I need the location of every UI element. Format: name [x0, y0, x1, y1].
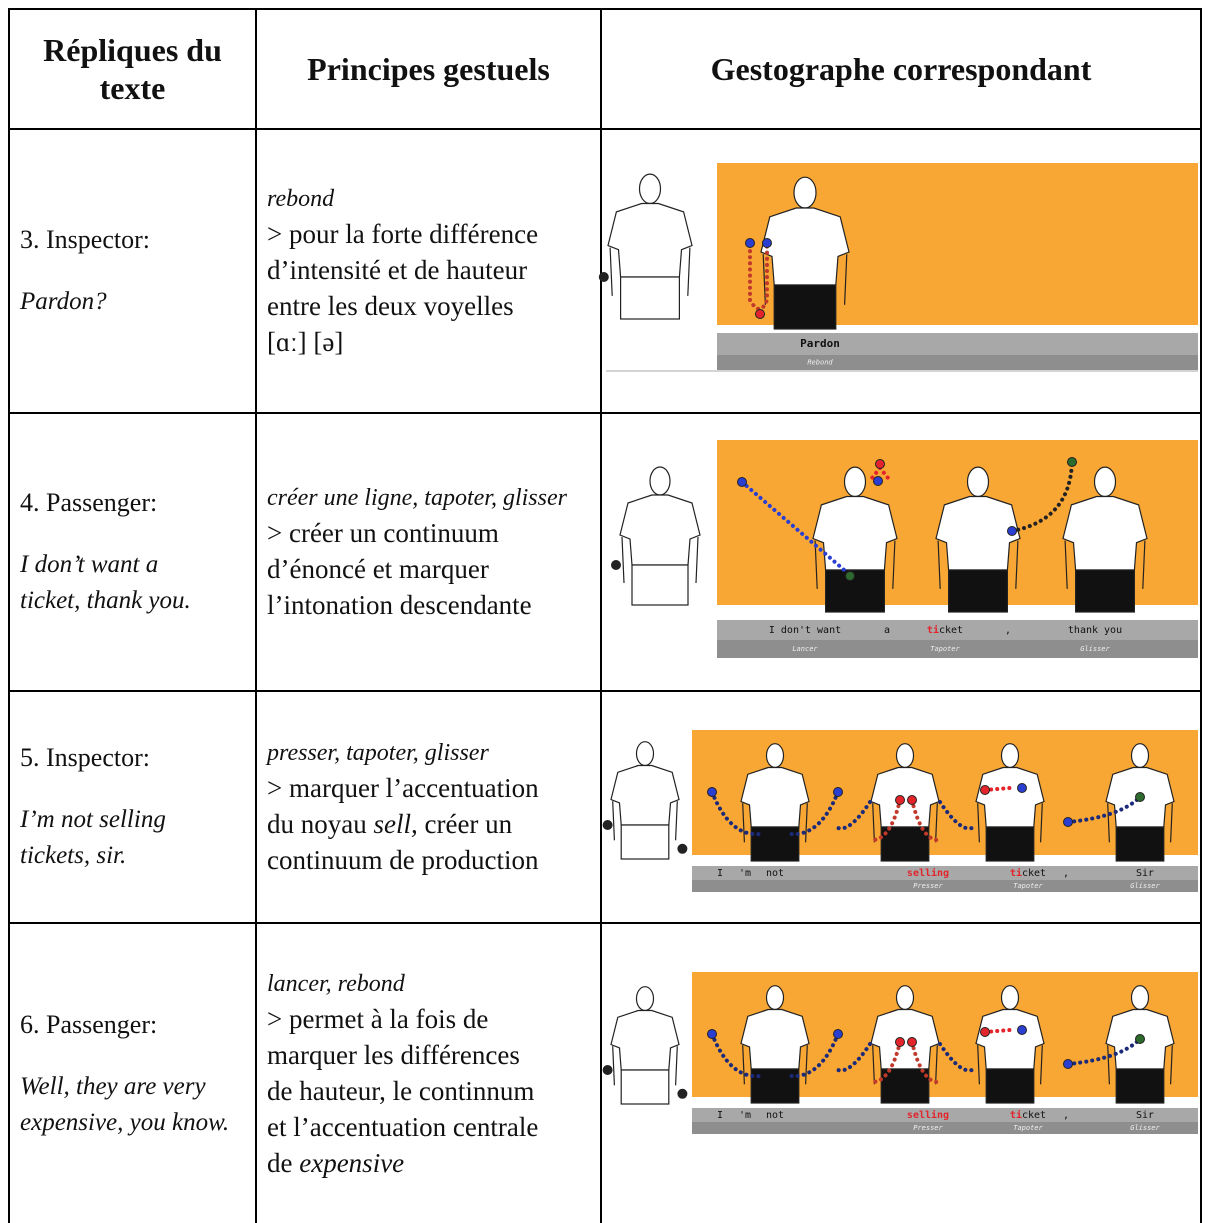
principle: lancer, rebond: [267, 970, 405, 997]
principle: rebond: [267, 186, 335, 212]
text-run: > permet à la fois de: [267, 1003, 489, 1034]
description-line: du noyau sell, créer un: [267, 806, 590, 842]
header-cell: Répliques du texte: [8, 8, 257, 130]
quote: I don’t want a ticket, thank you.: [20, 547, 245, 619]
text-run: et l’accentuation centrale: [267, 1111, 539, 1142]
description-line: d’énoncé et marquer: [267, 551, 590, 587]
quote-line: I don’t want a: [20, 551, 159, 578]
text-run: > créer un continuum: [267, 518, 499, 548]
description-line: et l’accentuation centrale: [267, 1109, 590, 1145]
gestograph-cell: [600, 412, 1202, 692]
text-cell: 3. Inspector: Pardon?: [8, 128, 257, 414]
text-run: d’intensité et de hauteur: [267, 255, 528, 285]
table-row: 6. Passenger: Well, they are very expensiv…: [8, 922, 1202, 1223]
quote: Pardon?: [20, 284, 245, 320]
quote-line: Pardon?: [20, 288, 107, 315]
table-body: 3. Inspector: Pardon? rebond > pour la fort…: [8, 128, 1202, 1223]
quote: I’m not selling tickets, sir.: [20, 802, 245, 874]
description-line: > marquer l’accentuation: [267, 770, 590, 806]
table-row: 5. Inspector: I’m not selling tickets, sir…: [8, 690, 1202, 924]
text-run: de: [267, 1147, 300, 1178]
text-cell: 4. Passenger: I don’t want a ticket, thank…: [8, 412, 257, 692]
principle-cell: créer une ligne, tapoter, glisser > créer…: [255, 412, 602, 692]
principle-cell: rebond > pour la forte différence d’intens…: [255, 128, 602, 414]
text-run: > marquer l’accentuation: [267, 773, 539, 803]
description-line: entre les deux voyelles: [267, 288, 590, 324]
text-run: [ɑː] [ə]: [267, 327, 344, 357]
text-run: d’énoncé et marquer: [267, 554, 489, 584]
description-line: marquer les différences: [267, 1037, 590, 1073]
description-line: d’intensité et de hauteur: [267, 252, 590, 288]
text-run: l’intonation descendante: [267, 590, 532, 620]
speaker: 6. Passenger:: [20, 1009, 158, 1039]
principle-cell: presser, tapoter, glisser > marquer l’acc…: [255, 690, 602, 924]
text-run: de hauteur, le continnum: [267, 1075, 535, 1106]
text-run: du noyau: [267, 809, 374, 839]
quote-line: ticket, thank you.: [20, 587, 191, 614]
quote-line: Well, they are very: [20, 1072, 206, 1100]
description-line: l’intonation descendante: [267, 587, 590, 623]
header-cell: Gestographe correspondant: [600, 8, 1202, 130]
text-cell: 6. Passenger: Well, they are very expensiv…: [8, 922, 257, 1223]
table-row: 3. Inspector: Pardon? rebond > pour la fort…: [8, 128, 1202, 414]
principle: créer une ligne, tapoter, glisser: [267, 485, 567, 511]
header-row: Répliques du texte Principes gestuels Ge…: [8, 8, 1202, 130]
description-line: [ɑː] [ə]: [267, 324, 590, 360]
speaker: 5. Inspector:: [20, 743, 150, 772]
description-line: > pour la forte différence: [267, 216, 590, 252]
quote: Well, they are very expensive, you know.: [20, 1069, 245, 1141]
description-line: continuum de production: [267, 842, 590, 878]
quote-line: I’m not selling: [20, 806, 166, 833]
emphasis: expensive: [299, 1147, 405, 1178]
gestograph-cell: [600, 128, 1202, 414]
text-run: créer un: [417, 809, 513, 839]
text-cell: 5. Inspector: I’m not selling tickets, sir…: [8, 690, 257, 924]
description-line: de hauteur, le continnum: [267, 1073, 590, 1109]
table-row: 4. Passenger: I don’t want a ticket, thank…: [8, 412, 1202, 692]
text-run: marquer les différences: [267, 1039, 520, 1070]
quote-line: expensive, you know.: [20, 1108, 230, 1136]
principle-cell: lancer, rebond > permet à la fois de marqu…: [255, 922, 602, 1223]
description-line: > créer un continuum: [267, 515, 590, 551]
emphasis: sell,: [373, 809, 418, 839]
gesture-table: Répliques du texte Principes gestuels Ge…: [8, 8, 1202, 1223]
gestograph-cell: [600, 690, 1202, 924]
description-line: de expensive: [267, 1145, 590, 1181]
description-line: > permet à la fois de: [267, 1001, 590, 1037]
speaker: 3. Inspector:: [20, 225, 150, 254]
principle: presser, tapoter, glisser: [267, 740, 489, 766]
quote-line: tickets, sir.: [20, 842, 127, 869]
text-run: continuum de production: [267, 845, 539, 875]
gestograph-cell: [600, 922, 1202, 1223]
speaker: 4. Passenger:: [20, 488, 158, 517]
text-run: > pour la forte différence: [267, 219, 539, 249]
header-cell: Principes gestuels: [255, 8, 602, 130]
text-run: entre les deux voyelles: [267, 291, 514, 321]
